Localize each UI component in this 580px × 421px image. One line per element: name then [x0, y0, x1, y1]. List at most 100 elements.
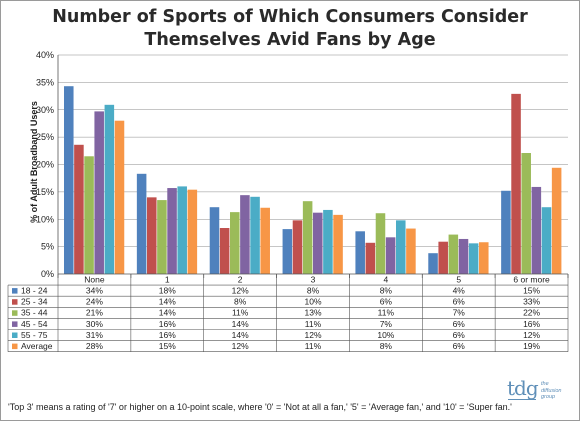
- data-label: 34%: [86, 286, 103, 296]
- data-label: 6%: [453, 297, 466, 307]
- data-label: 16%: [159, 319, 176, 329]
- bar: [396, 220, 406, 274]
- bar: [282, 229, 293, 274]
- data-label: 15%: [523, 286, 540, 296]
- category-label: None: [84, 274, 105, 284]
- data-label: 12%: [523, 330, 540, 340]
- data-label: 8%: [234, 297, 247, 307]
- bar: [448, 234, 459, 274]
- bar: [541, 207, 552, 274]
- data-label: 6%: [453, 319, 466, 329]
- data-label: 14%: [159, 308, 176, 318]
- bar: [84, 156, 94, 274]
- bar: [302, 201, 313, 274]
- data-label: 16%: [159, 330, 176, 340]
- bar: [64, 86, 74, 275]
- data-label: 21%: [86, 308, 103, 318]
- bar: [104, 104, 115, 274]
- y-tick-label: 35%: [36, 77, 54, 87]
- category-label: 5: [456, 274, 461, 284]
- chart-svg: 0% 5% 10% 15% 20% 25% 30% 35% 40% % of Adult Bro…: [7, 50, 569, 353]
- bar: [355, 231, 365, 274]
- bar: [147, 197, 157, 274]
- data-label: 10%: [377, 330, 394, 340]
- data-label: 33%: [523, 297, 540, 307]
- logo-sub-line: group: [541, 394, 556, 400]
- bar: [521, 153, 531, 274]
- data-label: 4%: [453, 286, 466, 296]
- legend-swatch: [12, 299, 18, 305]
- y-tick-label: 15%: [36, 187, 54, 197]
- bar: [313, 212, 323, 274]
- bar: [428, 253, 438, 274]
- bar: [458, 238, 469, 274]
- legend-label: 55 - 75: [21, 330, 48, 340]
- bar: [240, 195, 250, 274]
- bar: [551, 167, 562, 274]
- logo-underline: [508, 399, 536, 400]
- y-tick-label: 30%: [36, 105, 54, 115]
- logo-subtitle: the diffusion group: [541, 381, 562, 401]
- data-label: 12%: [232, 341, 249, 351]
- bar: [230, 212, 240, 274]
- bar: [250, 196, 260, 274]
- y-tick-label: 20%: [36, 160, 54, 170]
- bar: [323, 209, 333, 274]
- tdg-logo: tdg the diffusion group: [507, 376, 569, 406]
- category-label: 6 or more: [513, 274, 550, 284]
- y-tick-label: 5%: [41, 242, 54, 252]
- data-label: 31%: [86, 330, 103, 340]
- bar: [209, 207, 220, 274]
- bar: [260, 207, 270, 274]
- data-label: 11%: [305, 341, 322, 351]
- bar: [406, 228, 416, 274]
- bar: [177, 186, 187, 274]
- data-label: 6%: [380, 297, 393, 307]
- category-label: 1: [165, 274, 170, 284]
- legend-swatch: [12, 343, 18, 350]
- y-tick-label: 25%: [36, 132, 54, 142]
- logo-mark: tdg: [507, 376, 539, 400]
- bar: [136, 173, 147, 274]
- bar: [501, 190, 511, 274]
- legend-label: 45 - 54: [21, 319, 48, 329]
- data-label: 14%: [159, 297, 176, 307]
- data-label: 28%: [86, 341, 103, 351]
- bar: [479, 242, 489, 274]
- data-label: 12%: [232, 286, 249, 296]
- legend-label: 25 - 34: [21, 297, 48, 307]
- category-label: 4: [383, 274, 388, 284]
- bar: [219, 228, 230, 274]
- data-label: 30%: [86, 319, 103, 329]
- legend-swatch: [12, 288, 18, 294]
- bar: [187, 189, 198, 274]
- chart-title-line-2: Themselves Avid Fans by Age: [144, 30, 436, 50]
- data-label: 15%: [159, 341, 176, 351]
- bars: [64, 86, 562, 275]
- bar: [94, 111, 104, 274]
- legend-label: 35 - 44: [21, 308, 48, 318]
- bar: [292, 220, 303, 274]
- category-label: 2: [238, 274, 243, 284]
- category-label: 3: [311, 274, 316, 284]
- data-label: 22%: [523, 308, 540, 318]
- bar: [74, 144, 84, 274]
- legend-swatch: [12, 332, 18, 338]
- bar: [167, 188, 177, 274]
- logo-sub-line: the: [541, 381, 549, 387]
- bar: [468, 243, 479, 274]
- data-label: 13%: [304, 308, 321, 318]
- data-label: 24%: [86, 297, 103, 307]
- legend-label: 18 - 24: [21, 286, 48, 296]
- legend-label: Average: [21, 341, 53, 351]
- bar: [365, 242, 376, 274]
- chart-title: Number of Sports of Which Consumers Cons…: [0, 6, 580, 52]
- y-axis-label: % of Adult Broadband Users: [29, 101, 39, 223]
- data-label: 14%: [232, 319, 249, 329]
- data-label: 12%: [304, 330, 321, 340]
- data-label: 19%: [523, 341, 540, 351]
- data-label: 18%: [159, 286, 176, 296]
- bar: [438, 241, 448, 274]
- data-label: 10%: [304, 297, 321, 307]
